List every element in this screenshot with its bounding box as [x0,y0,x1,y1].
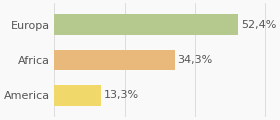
Text: 52,4%: 52,4% [241,20,276,30]
Bar [54,14,238,35]
Bar [54,50,175,70]
Bar [54,85,101,106]
Text: 34,3%: 34,3% [178,55,213,65]
Text: 13,3%: 13,3% [104,90,139,100]
